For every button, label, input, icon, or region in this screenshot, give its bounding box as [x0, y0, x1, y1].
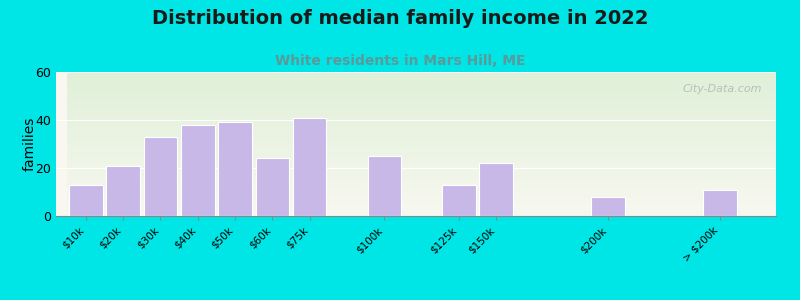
Text: City-Data.com: City-Data.com: [682, 83, 762, 94]
Y-axis label: families: families: [22, 117, 37, 171]
Bar: [218, 122, 252, 216]
Bar: [293, 118, 326, 216]
Text: Distribution of median family income in 2022: Distribution of median family income in …: [152, 9, 648, 28]
Text: White residents in Mars Hill, ME: White residents in Mars Hill, ME: [274, 54, 526, 68]
Bar: [255, 158, 289, 216]
Bar: [703, 190, 737, 216]
Bar: [69, 185, 102, 216]
Bar: [181, 125, 214, 216]
Bar: [106, 166, 140, 216]
Bar: [144, 137, 178, 216]
Bar: [442, 185, 476, 216]
Bar: [591, 197, 625, 216]
Bar: [479, 163, 513, 216]
Bar: [367, 156, 401, 216]
